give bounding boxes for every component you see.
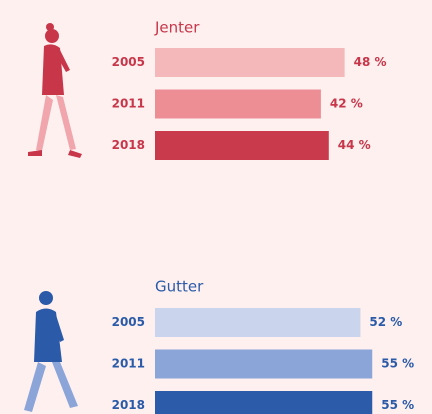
bar — [155, 308, 361, 337]
value-label: 55 % — [381, 357, 414, 371]
chart-title: Gutter — [155, 278, 204, 296]
y-tick-label: 2011 — [112, 357, 145, 371]
y-tick-label: 2005 — [112, 315, 145, 329]
value-label: 55 % — [381, 398, 414, 412]
bar — [155, 89, 321, 119]
bar — [155, 131, 329, 160]
y-tick-label: 2018 — [112, 398, 145, 412]
bar — [155, 48, 345, 77]
value-label: 52 % — [369, 315, 402, 329]
boy-icon — [24, 291, 78, 412]
y-tick-label: 2005 — [112, 55, 145, 69]
value-label: 44 % — [338, 138, 371, 152]
chart-title: Jenter — [154, 19, 200, 37]
bar — [155, 349, 373, 379]
bar — [155, 391, 373, 414]
value-label: 42 % — [330, 97, 363, 111]
girl-icon — [28, 23, 82, 158]
y-tick-label: 2011 — [112, 97, 145, 111]
y-tick-label: 2018 — [112, 138, 145, 152]
value-label: 48 % — [354, 55, 387, 69]
